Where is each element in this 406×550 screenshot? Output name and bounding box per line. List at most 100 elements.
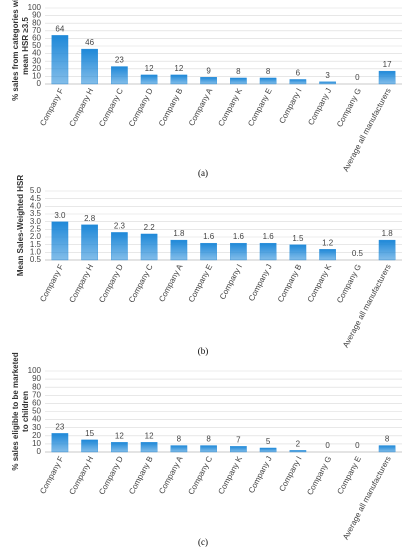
caption: (c): [198, 537, 208, 547]
y-tick-label: 0: [37, 79, 42, 88]
value-label: 8: [266, 67, 271, 76]
value-label: 0: [355, 73, 360, 82]
x-tick-label: Company D: [97, 455, 125, 497]
x-tick-label: Company E: [187, 263, 215, 304]
y-tick-label: 70: [32, 26, 41, 35]
x-tick-label: Company E: [335, 455, 363, 496]
value-label: 5: [266, 437, 271, 446]
bar: [140, 442, 158, 453]
value-label: 17: [383, 60, 392, 69]
x-tick-label: Company A: [157, 454, 185, 495]
x-tick-label: Company E: [246, 87, 274, 128]
value-label: 12: [145, 64, 154, 73]
caption: (a): [198, 168, 208, 178]
x-tick-label: Company D: [97, 263, 125, 305]
x-tick-label: Company B: [127, 455, 155, 496]
y-tick-label: 40: [32, 415, 41, 424]
x-tick-label: Company I: [218, 263, 244, 301]
y-tick-label: 30: [32, 56, 41, 65]
bar: [259, 447, 277, 453]
value-label: 8: [177, 435, 182, 444]
bar: [319, 81, 336, 85]
x-tick-label: Company F: [38, 87, 65, 128]
value-label: 1.6: [263, 232, 275, 241]
bar: [230, 446, 247, 453]
value-label: 12: [115, 431, 124, 440]
value-label: 1.6: [203, 232, 215, 241]
bar: [378, 70, 396, 85]
y-tick-label: 0.5: [30, 255, 42, 264]
x-tick-label: Company K: [216, 86, 244, 128]
y-tick-label: 100: [28, 366, 42, 375]
y-tick-label: 60: [32, 34, 41, 43]
bar: [319, 249, 336, 261]
x-tick-label: Company H: [67, 263, 95, 305]
y-tick-label: 40: [32, 49, 41, 58]
x-tick-label: Company F: [38, 455, 65, 496]
y-axis-title: Mean Sales-Weighted HSR: [16, 175, 25, 276]
value-label: 0: [325, 441, 330, 450]
y-tick-label: 1.5: [30, 240, 42, 249]
y-tick-label: 10: [32, 439, 41, 448]
x-tick-label: Company G: [335, 87, 363, 129]
y-tick-label: 90: [32, 374, 41, 383]
bar: [51, 433, 69, 453]
value-label: 0: [355, 441, 360, 450]
bar: [170, 74, 188, 85]
bar: [81, 48, 98, 85]
x-tick-label: Company I: [277, 455, 303, 493]
x-tick-label: Company J: [247, 455, 274, 495]
y-tick-label: 90: [32, 11, 41, 20]
value-label: 9: [206, 66, 211, 75]
x-tick-label: Company A: [187, 86, 215, 127]
x-tick-label: Company H: [67, 455, 95, 497]
y-axis-title: % sales eligible to be marketedto childr…: [11, 352, 30, 470]
bar: [230, 77, 247, 85]
y-tick-label: 4.5: [30, 194, 42, 203]
bar: [230, 242, 247, 261]
caption: (b): [198, 346, 209, 356]
value-label: 1.2: [322, 238, 334, 247]
bar: [378, 239, 396, 261]
x-tick-label: Company G: [305, 455, 333, 497]
y-tick-label: 50: [32, 41, 41, 50]
value-label: 8: [385, 435, 390, 444]
value-label: 1.6: [233, 232, 245, 241]
value-label: 2.2: [144, 223, 156, 232]
value-label: 64: [55, 24, 64, 33]
bar: [51, 35, 69, 85]
y-tick-label: 0: [37, 447, 42, 456]
value-label: 2: [296, 439, 301, 448]
bar: [81, 224, 98, 261]
value-label: 3.0: [54, 211, 66, 220]
bar: [140, 233, 158, 261]
y-tick-label: 3.0: [30, 217, 42, 226]
y-tick-label: 60: [32, 399, 41, 408]
value-label: 8: [236, 67, 241, 76]
y-tick-label: 4.0: [30, 201, 42, 210]
y-tick-label: 2.0: [30, 232, 42, 241]
bar: [200, 242, 217, 261]
value-label: 15: [85, 429, 94, 438]
x-tick-label: Company K: [216, 454, 244, 496]
value-label: 23: [115, 56, 124, 65]
y-tick-label: 2.5: [30, 224, 42, 233]
bar: [200, 77, 217, 85]
y-tick-label: 5.0: [30, 186, 42, 195]
bar: [170, 445, 188, 453]
y-tick-label: 80: [32, 18, 41, 27]
value-label: 23: [55, 422, 64, 431]
bar: [140, 74, 158, 85]
x-tick-label: Company C: [127, 263, 155, 305]
y-tick-label: 30: [32, 423, 41, 432]
value-label: 1.8: [382, 229, 394, 238]
value-label: 3: [325, 71, 330, 80]
bar: [200, 445, 217, 453]
x-tick-label: Company G: [335, 263, 363, 305]
x-tick-label: Company J: [306, 87, 333, 127]
bar: [289, 244, 307, 261]
value-label: 46: [85, 38, 94, 47]
x-tick-label: Company C: [97, 87, 125, 129]
